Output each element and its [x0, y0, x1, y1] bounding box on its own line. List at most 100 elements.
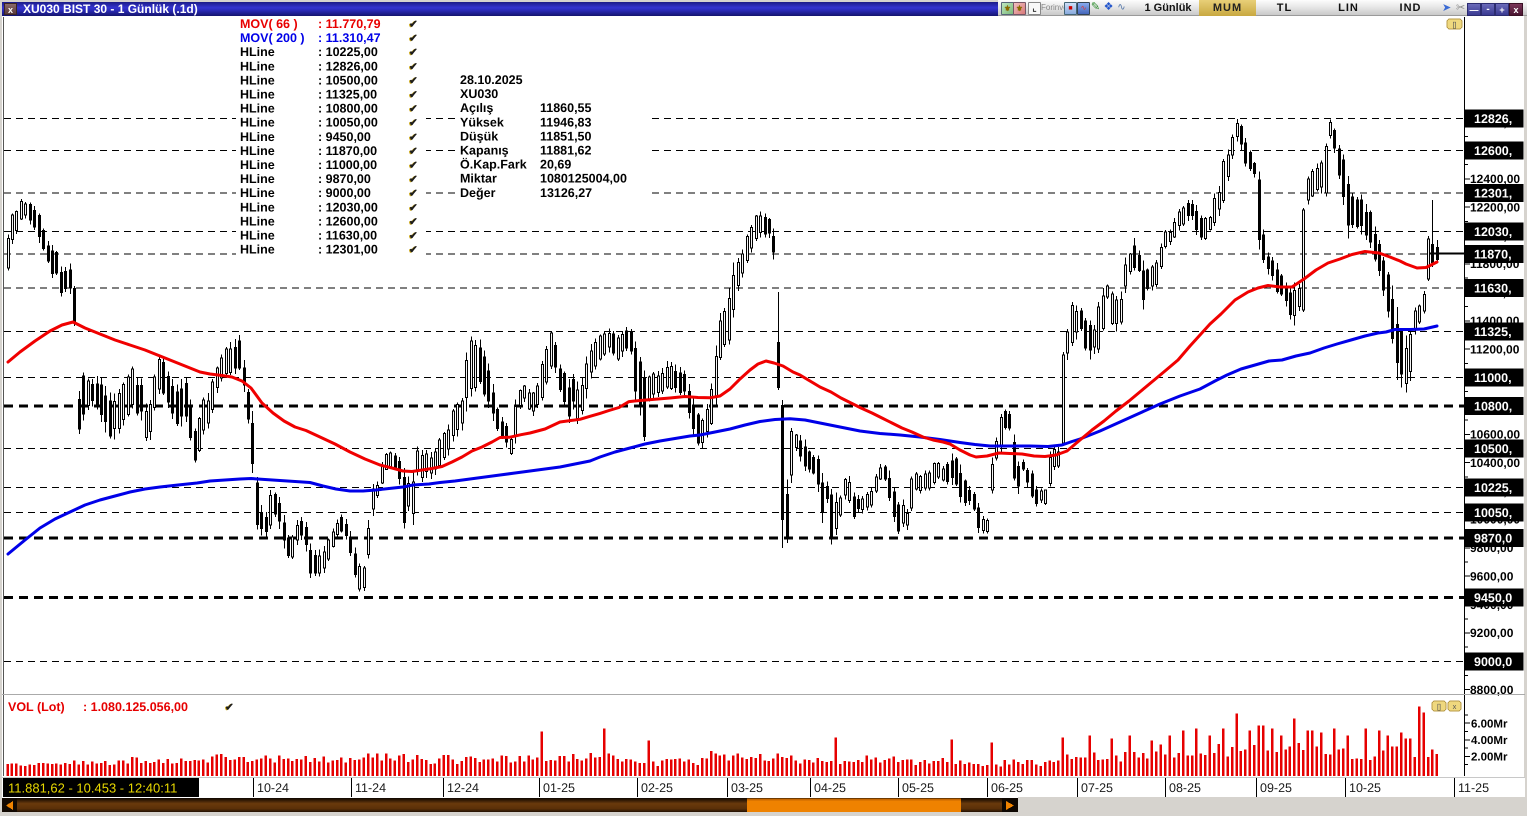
svg-text:: 10800,00: : 10800,00: [318, 102, 378, 116]
svg-text:: 11.770,79: : 11.770,79: [318, 17, 381, 31]
svg-text:07-25: 07-25: [1081, 781, 1113, 795]
svg-text:10400,00: 10400,00: [1470, 456, 1520, 470]
svg-text:[]: []: [1437, 703, 1441, 711]
svg-text:HLine: HLine: [240, 116, 275, 130]
svg-text:05-25: 05-25: [902, 781, 934, 795]
svg-text:12030,: 12030,: [1474, 225, 1512, 239]
svg-text:11946,83: 11946,83: [540, 115, 591, 129]
svg-text:✔: ✔: [409, 19, 418, 31]
svg-text:✔: ✔: [408, 202, 417, 214]
svg-text:: 9000,00: : 9000,00: [318, 186, 371, 200]
svg-text:✔: ✔: [408, 90, 417, 102]
svg-text:12301,: 12301,: [1474, 186, 1512, 200]
svg-text:04-25: 04-25: [814, 781, 846, 795]
svg-text:✔: ✔: [408, 160, 417, 172]
svg-text:10050,: 10050,: [1474, 506, 1512, 520]
svg-text:✔: ✔: [409, 75, 418, 87]
svg-text:✔: ✔: [409, 33, 418, 45]
svg-text:12400,00: 12400,00: [1470, 172, 1520, 186]
svg-text:08-25: 08-25: [1169, 781, 1201, 795]
svg-text:: 9870,00: : 9870,00: [318, 172, 371, 186]
svg-text:: 1.080.125.056,00: : 1.080.125.056,00: [83, 700, 188, 714]
svg-text:10-24: 10-24: [257, 781, 289, 795]
svg-text:: 11325,00: : 11325,00: [318, 88, 377, 102]
svg-text:✔: ✔: [408, 174, 417, 186]
svg-text:MOV( 200 ): MOV( 200 ): [240, 31, 305, 45]
svg-text:Miktar: Miktar: [460, 172, 497, 186]
svg-text:XU030: XU030: [460, 87, 498, 101]
svg-text:10800,: 10800,: [1474, 399, 1512, 413]
svg-text:HLine: HLine: [240, 144, 275, 158]
svg-text:28.10.2025: 28.10.2025: [460, 73, 523, 87]
svg-text:: 11.310,47: : 11.310,47: [318, 31, 381, 45]
svg-text:11-24: 11-24: [355, 781, 386, 795]
svg-text:✔: ✔: [408, 118, 417, 130]
svg-text:Yüksek: Yüksek: [460, 115, 504, 129]
svg-text:11200,00: 11200,00: [1470, 342, 1520, 356]
svg-text:HLine: HLine: [240, 102, 275, 116]
svg-text:: 12826,00: : 12826,00: [318, 59, 378, 73]
svg-text:HLine: HLine: [240, 200, 275, 214]
svg-text:10-25: 10-25: [1349, 781, 1381, 795]
svg-text:11860,55: 11860,55: [540, 101, 591, 115]
svg-text:VOL (Lot): VOL (Lot): [8, 700, 65, 714]
svg-text:✔: ✔: [408, 146, 417, 158]
svg-text:✔: ✔: [409, 89, 418, 101]
svg-text:✔: ✔: [409, 47, 418, 59]
svg-text:HLine: HLine: [240, 158, 275, 172]
svg-text:✔: ✔: [409, 188, 418, 200]
svg-text:HLine: HLine: [240, 88, 275, 102]
svg-text:✔: ✔: [408, 216, 417, 228]
svg-text:11630,: 11630,: [1474, 282, 1512, 296]
svg-text:11851,50: 11851,50: [540, 129, 591, 143]
svg-text:12-24: 12-24: [447, 781, 479, 795]
svg-text:HLine: HLine: [240, 59, 275, 73]
svg-text:: 11870,00: : 11870,00: [318, 144, 377, 158]
svg-text:Değer: Değer: [460, 186, 496, 200]
svg-text:09-25: 09-25: [1260, 781, 1292, 795]
svg-text:✔: ✔: [408, 61, 417, 73]
svg-text:: 11630,00: : 11630,00: [318, 229, 377, 243]
svg-text:✔: ✔: [408, 33, 417, 45]
svg-text:01-25: 01-25: [543, 781, 575, 795]
svg-text:✔: ✔: [408, 245, 417, 257]
svg-text:Kapanış: Kapanış: [460, 144, 509, 158]
svg-text:✔: ✔: [408, 132, 417, 144]
svg-text:9600,00: 9600,00: [1470, 569, 1514, 583]
svg-text:✔: ✔: [408, 47, 417, 59]
svg-text:11.881,62 - 10.453 - 12:40:11: 11.881,62 - 10.453 - 12:40:11: [8, 781, 177, 796]
svg-text:✔: ✔: [408, 188, 417, 200]
svg-text:✔: ✔: [409, 131, 418, 143]
svg-text:12200,00: 12200,00: [1470, 200, 1520, 214]
svg-text:MOV( 66 ): MOV( 66 ): [240, 17, 298, 31]
svg-text:11881,62: 11881,62: [540, 144, 591, 158]
svg-text:✔: ✔: [409, 61, 418, 73]
svg-text:HLine: HLine: [240, 229, 275, 243]
svg-text:: 10225,00: : 10225,00: [318, 45, 378, 59]
svg-text:x: x: [1453, 702, 1457, 711]
svg-text:HLine: HLine: [240, 214, 275, 228]
svg-text:13126,27: 13126,27: [540, 186, 592, 200]
svg-text:6.00Mr: 6.00Mr: [1471, 718, 1508, 730]
svg-text:✔: ✔: [409, 230, 418, 242]
svg-text:: 12301,00: : 12301,00: [318, 243, 378, 257]
svg-text:✔: ✔: [409, 216, 418, 228]
svg-text:11-25: 11-25: [1458, 781, 1489, 795]
svg-text:10225,: 10225,: [1474, 481, 1512, 495]
svg-text:HLine: HLine: [240, 130, 275, 144]
svg-text:HLine: HLine: [240, 172, 275, 186]
svg-text:✔: ✔: [408, 104, 417, 116]
svg-text:HLine: HLine: [240, 45, 275, 59]
svg-text:: 10050,00: : 10050,00: [318, 116, 378, 130]
svg-text:10500,: 10500,: [1474, 442, 1512, 456]
svg-text:Ö.Kap.Fark: Ö.Kap.Fark: [460, 158, 527, 172]
svg-text:10600,00: 10600,00: [1470, 427, 1520, 441]
svg-text:: 9450,00: : 9450,00: [318, 130, 371, 144]
svg-text:20,69: 20,69: [540, 158, 571, 172]
svg-text:8800,00: 8800,00: [1470, 683, 1514, 697]
svg-text:HLine: HLine: [240, 186, 275, 200]
svg-text:Açılış: Açılış: [460, 101, 493, 115]
svg-text:✔: ✔: [409, 174, 418, 186]
svg-text:9000,0: 9000,0: [1474, 655, 1512, 669]
svg-text:✔: ✔: [224, 702, 233, 714]
